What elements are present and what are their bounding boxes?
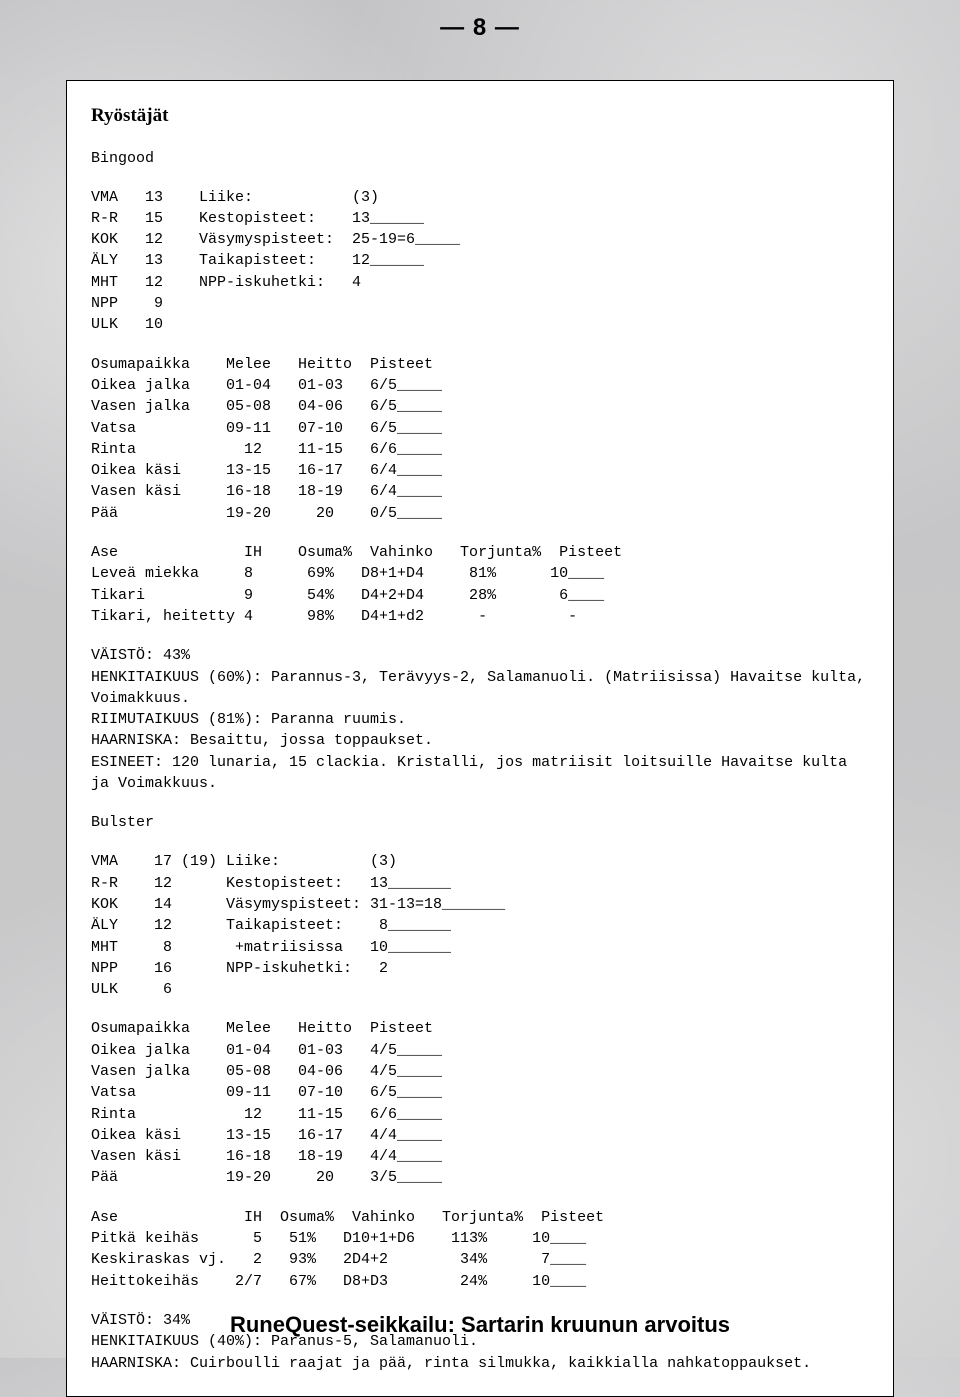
- character1-name: Bingood: [91, 148, 869, 169]
- footer-title: RuneQuest-seikkailu: Sartarin kruunun ar…: [0, 1312, 960, 1338]
- character2-name: Bulster: [91, 812, 869, 833]
- character1-hitloc-table: Osumapaikka Melee Heitto Pisteet Oikea j…: [91, 354, 869, 524]
- character2-stats: VMA 17 (19) Liike: (3) R-R 12 Kestopiste…: [91, 851, 869, 1000]
- section-title: Ryöstäjät: [91, 103, 869, 130]
- page-number: — 8 —: [0, 14, 960, 42]
- character1-weapons-table: Ase IH Osuma% Vahinko Torjunta% Pisteet …: [91, 542, 869, 627]
- character1-notes: VÄISTÖ: 43% HENKITAIKUUS (60%): Parannus…: [91, 645, 869, 794]
- content-box: Ryöstäjät Bingood VMA 13 Liike: (3) R-R …: [66, 80, 894, 1397]
- character2-hitloc-table: Osumapaikka Melee Heitto Pisteet Oikea j…: [91, 1018, 869, 1188]
- character1-stats: VMA 13 Liike: (3) R-R 15 Kestopisteet: 1…: [91, 187, 869, 336]
- character2-weapons-table: Ase IH Osuma% Vahinko Torjunta% Pisteet …: [91, 1207, 869, 1292]
